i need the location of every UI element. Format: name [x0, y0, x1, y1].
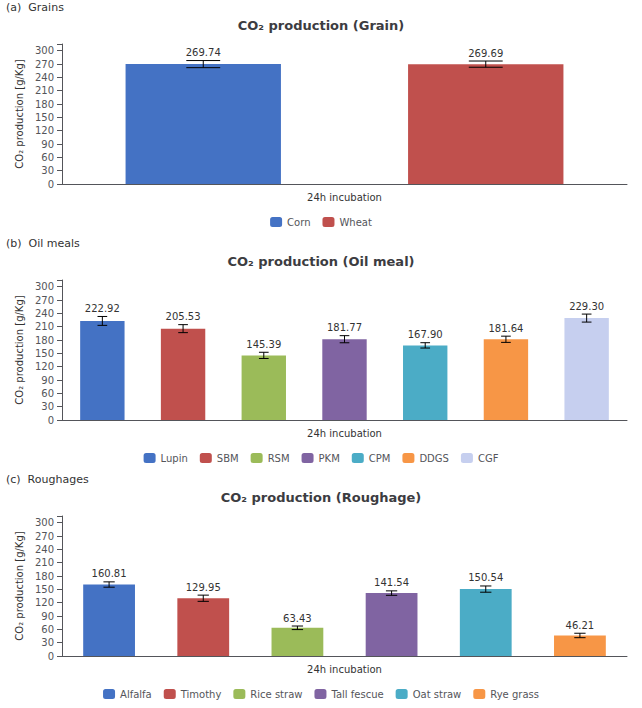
svg-text:269.74: 269.74	[186, 47, 221, 58]
svg-text:0: 0	[48, 415, 54, 426]
svg-text:24h incubation: 24h incubation	[307, 428, 382, 439]
svg-text:60: 60	[41, 152, 54, 163]
svg-text:0: 0	[48, 179, 54, 190]
svg-text:129.95: 129.95	[186, 582, 221, 593]
svg-text:RSM: RSM	[268, 453, 290, 464]
svg-text:150: 150	[35, 348, 54, 359]
svg-text:Wheat: Wheat	[339, 217, 372, 228]
svg-text:30: 30	[41, 637, 54, 648]
svg-text:210: 210	[35, 85, 54, 96]
svg-text:CO₂ production (Oil meal): CO₂ production (Oil meal)	[227, 254, 414, 269]
svg-text:60: 60	[41, 624, 54, 635]
svg-text:240: 240	[35, 308, 54, 319]
svg-text:167.90: 167.90	[408, 329, 443, 340]
svg-text:30: 30	[41, 401, 54, 412]
svg-text:145.39: 145.39	[246, 339, 281, 350]
svg-text:60: 60	[41, 388, 54, 399]
svg-text:300: 300	[35, 45, 54, 56]
svg-text:240: 240	[35, 544, 54, 555]
svg-text:160.81: 160.81	[92, 568, 127, 579]
svg-text:(c) Roughages: (c) Roughages	[6, 473, 89, 486]
svg-text:180: 180	[35, 571, 54, 582]
svg-text:181.77: 181.77	[327, 322, 362, 333]
svg-text:150.54: 150.54	[468, 572, 503, 583]
svg-text:CO₂ production (Grain): CO₂ production (Grain)	[238, 18, 405, 33]
svg-text:(a) Grains: (a) Grains	[6, 1, 64, 14]
svg-text:0: 0	[48, 651, 54, 662]
svg-text:30: 30	[41, 165, 54, 176]
svg-text:150: 150	[35, 112, 54, 123]
svg-text:Corn: Corn	[287, 217, 310, 228]
svg-text:Alfalfa: Alfalfa	[120, 689, 152, 700]
svg-text:PKM: PKM	[319, 453, 340, 464]
svg-text:180: 180	[35, 99, 54, 110]
svg-text:270: 270	[35, 59, 54, 70]
svg-text:141.54: 141.54	[374, 577, 409, 588]
svg-text:SBM: SBM	[217, 453, 239, 464]
svg-text:120: 120	[35, 125, 54, 136]
svg-text:90: 90	[41, 139, 54, 150]
svg-text:CO₂ production [g/Kg]: CO₂ production [g/Kg]	[14, 531, 25, 640]
svg-text:120: 120	[35, 597, 54, 608]
svg-text:210: 210	[35, 557, 54, 568]
svg-text:180: 180	[35, 335, 54, 346]
svg-text:46.21: 46.21	[566, 620, 595, 631]
svg-text:120: 120	[35, 361, 54, 372]
svg-text:210: 210	[35, 321, 54, 332]
svg-text:181.64: 181.64	[488, 323, 523, 334]
svg-text:CO₂ production [g/Kg]: CO₂ production [g/Kg]	[14, 295, 25, 404]
svg-text:63.43: 63.43	[283, 613, 312, 624]
svg-text:300: 300	[35, 281, 54, 292]
svg-text:Timothy: Timothy	[180, 689, 222, 700]
svg-text:229.30: 229.30	[569, 301, 604, 312]
svg-text:150: 150	[35, 584, 54, 595]
svg-text:24h incubation: 24h incubation	[307, 664, 382, 675]
svg-text:Rice straw: Rice straw	[250, 689, 302, 700]
svg-text:205.53: 205.53	[166, 311, 201, 322]
svg-text:90: 90	[41, 375, 54, 386]
svg-text:240: 240	[35, 72, 54, 83]
svg-text:Lupin: Lupin	[161, 453, 188, 464]
svg-text:269.69: 269.69	[468, 48, 503, 59]
svg-text:CPM: CPM	[369, 453, 391, 464]
svg-text:Rye grass: Rye grass	[490, 689, 539, 700]
svg-text:CGF: CGF	[478, 453, 499, 464]
svg-text:Tall fescue: Tall fescue	[330, 689, 383, 700]
svg-text:DDGS: DDGS	[419, 453, 449, 464]
svg-text:24h incubation: 24h incubation	[307, 192, 382, 203]
svg-text:90: 90	[41, 611, 54, 622]
svg-text:270: 270	[35, 295, 54, 306]
svg-text:CO₂ production [g/Kg]: CO₂ production [g/Kg]	[14, 59, 25, 168]
svg-text:Oat straw: Oat straw	[413, 689, 462, 700]
svg-text:(b) Oil meals: (b) Oil meals	[6, 237, 80, 250]
svg-text:300: 300	[35, 517, 54, 528]
svg-text:CO₂ production (Roughage): CO₂ production (Roughage)	[221, 490, 422, 505]
svg-text:270: 270	[35, 531, 54, 542]
svg-text:222.92: 222.92	[85, 303, 120, 314]
